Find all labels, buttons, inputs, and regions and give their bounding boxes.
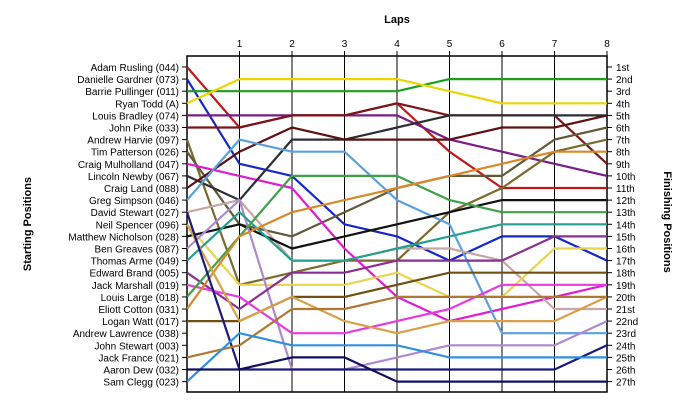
finish-label: 17th — [616, 257, 635, 268]
finish-label: 24th — [616, 341, 635, 352]
finish-label: 22nd — [616, 317, 638, 328]
series-line — [186, 223, 608, 335]
finish-label: 8th — [616, 148, 630, 159]
x-tick-label: 1 — [237, 39, 243, 50]
finish-label: 13th — [616, 208, 635, 219]
series-line — [186, 332, 607, 383]
series-line — [186, 77, 607, 105]
finish-label: 18th — [616, 269, 635, 280]
driver-label: Andrew Lawrence (038) — [73, 329, 179, 340]
series-line — [187, 356, 607, 383]
driver-label: Sam Clegg (023) — [103, 378, 179, 389]
finish-label: 26th — [616, 366, 635, 377]
finish-label: 3rd — [616, 87, 630, 98]
series-line — [186, 150, 607, 310]
finish-label: 23rd — [616, 329, 636, 340]
right-axis-title: Finishing Positions — [661, 171, 673, 272]
driver-label: Andrew Harvie (097) — [87, 136, 179, 147]
driver-label: Jack France (021) — [98, 353, 179, 364]
driver-label: Adam Rusling (044) — [91, 63, 179, 74]
driver-label: Jack Marshall (019) — [92, 281, 179, 292]
series-line — [186, 114, 607, 202]
finish-label: 10th — [616, 172, 635, 183]
x-tick-label: 6 — [499, 39, 505, 50]
x-tick-label: 3 — [342, 39, 348, 50]
x-tick-label: 5 — [447, 39, 453, 50]
series-line — [186, 78, 608, 262]
finish-label: 7th — [616, 136, 630, 147]
driver-label: Thomas Arme (049) — [91, 257, 179, 268]
driver-label: Ryan Todd (A) — [115, 99, 179, 110]
series-line — [187, 77, 607, 93]
driver-label: Logan Watt (017) — [102, 317, 179, 328]
driver-label: Eliott Cotton (031) — [98, 305, 179, 316]
finish-label: 16th — [616, 245, 635, 256]
x-tick-label: 7 — [552, 39, 558, 50]
finish-label: 19th — [616, 281, 635, 292]
x-tick-label: 8 — [604, 39, 610, 50]
driver-label: Lincoln Newby (067) — [88, 172, 179, 183]
series-line — [186, 295, 607, 359]
series-line — [187, 114, 608, 177]
finish-label: 12th — [616, 196, 635, 207]
driver-label: Tim Patterson (026) — [91, 148, 179, 159]
starting-position-labels: Adam Rusling (044)Danielle Gardner (073)… — [68, 63, 187, 389]
driver-label: Craig Mulholland (047) — [78, 160, 179, 171]
x-tick-label: 2 — [289, 39, 295, 50]
driver-label: Louis Large (018) — [101, 293, 179, 304]
driver-label: John Pike (033) — [109, 124, 179, 135]
series-line — [186, 283, 607, 335]
driver-label: Edward Brand (005) — [90, 269, 180, 280]
finish-label: 1st — [616, 63, 630, 74]
series-line — [186, 199, 608, 371]
finish-label: 14th — [616, 220, 635, 231]
driver-label: Danielle Gardner (073) — [77, 75, 179, 86]
finish-label: 25th — [616, 353, 635, 364]
series-line — [186, 138, 607, 335]
left-axis-title: Starting Positions — [22, 177, 34, 271]
finish-label: 11th — [616, 184, 635, 195]
finish-label: 21st — [616, 305, 635, 316]
driver-label: Greg Simpson (046) — [89, 196, 179, 207]
series-line — [186, 223, 607, 298]
finish-label: 27th — [616, 378, 635, 389]
driver-label: Matthew Nicholson (028) — [68, 232, 179, 243]
driver-label: Craig Land (088) — [104, 184, 179, 195]
finish-label: 2nd — [616, 75, 633, 86]
series-line — [186, 174, 607, 298]
driver-label: David Stewart (027) — [91, 208, 179, 219]
driver-label: Ben Greaves (087) — [95, 245, 180, 256]
driver-label: Aaron Dew (032) — [103, 366, 179, 377]
finish-label: 6th — [616, 124, 630, 135]
x-axis-ticks: 1 2 3 4 5 6 7 8 — [237, 39, 610, 56]
driver-label: Barrie Pullinger (011) — [85, 87, 179, 98]
finish-label: 9th — [616, 160, 630, 171]
driver-label: Neil Spencer (096) — [96, 220, 179, 231]
driver-label: John Stewart (003) — [95, 341, 180, 352]
finish-label: 20th — [616, 293, 635, 304]
finish-label: 4th — [616, 99, 630, 110]
series-line — [185, 211, 608, 371]
series-line — [186, 199, 607, 250]
finish-label: 15th — [616, 232, 635, 243]
finishing-position-labels: 1st2nd3rd4th5th6th7th8th9th10th11th12th1… — [607, 63, 638, 389]
finish-label: 5th — [616, 111, 630, 122]
x-tick-label: 4 — [394, 39, 400, 50]
series-layer — [185, 66, 608, 383]
chart-title: Laps — [384, 14, 410, 26]
series-line — [186, 235, 607, 311]
driver-label: Louis Bradley (074) — [92, 111, 179, 122]
